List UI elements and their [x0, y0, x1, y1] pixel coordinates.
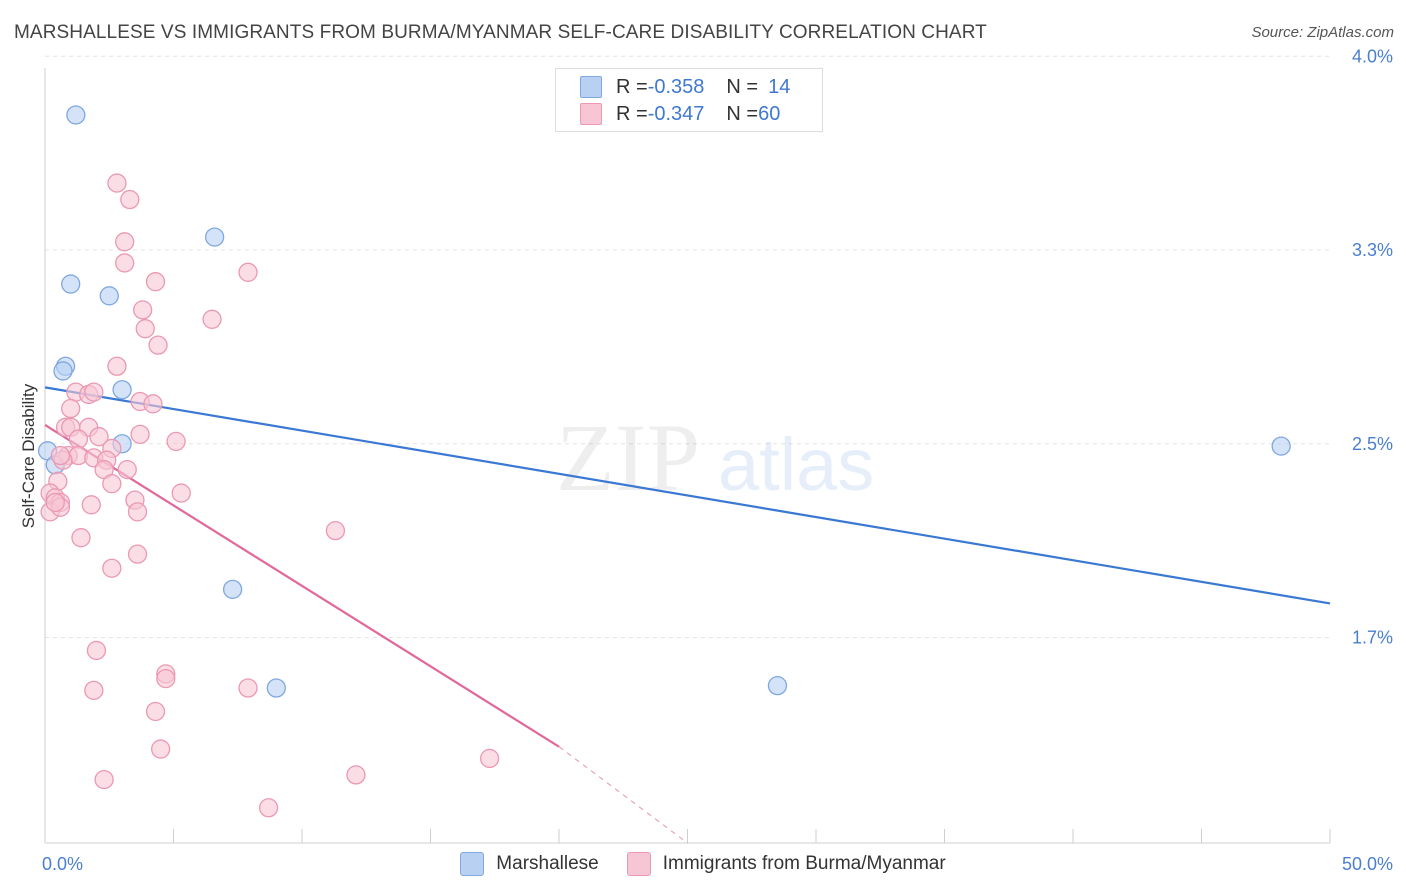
pink-trend-extension	[558, 746, 688, 844]
pink-point	[325, 521, 346, 541]
stats-legend: R = -0.358 N = 14 R = -0.347 N = 60	[555, 68, 823, 132]
pink-point	[346, 765, 366, 785]
pink-point	[81, 495, 101, 515]
legend-n-value: 14	[768, 75, 791, 98]
pink-point	[130, 424, 150, 445]
data-points	[37, 105, 1291, 818]
pink-point	[86, 640, 107, 661]
pink-point	[145, 701, 166, 722]
source-label: Source: ZipAtlas.com	[1251, 24, 1394, 41]
pink-point	[202, 309, 222, 329]
series-swatch-pink	[626, 852, 651, 876]
watermark: ZIP atlas	[556, 404, 874, 511]
pink-point	[127, 544, 148, 564]
blue-point	[61, 274, 81, 294]
pink-point	[61, 398, 81, 419]
pink-point	[115, 253, 135, 273]
blue-point	[222, 579, 243, 600]
series-swatch-blue	[460, 852, 485, 876]
pink-point	[166, 431, 186, 452]
pink-point	[102, 558, 122, 578]
pink-point	[107, 173, 127, 193]
pink-point	[150, 739, 171, 759]
y-tick-label: 4.0%	[1352, 46, 1393, 66]
series-label: Immigrants from Burma/Myanmar	[662, 853, 946, 874]
x-tick-label: 50.0%	[1342, 854, 1393, 874]
pink-point	[102, 474, 122, 494]
pink-point	[107, 356, 127, 376]
grid-lines	[45, 55, 1330, 639]
x-tick-label: 0.0%	[42, 854, 83, 874]
y-axis-title: Self-Care Disability	[19, 383, 38, 528]
pink-point	[115, 232, 135, 252]
y-tick-label: 1.7%	[1352, 628, 1393, 648]
blue-point	[66, 105, 86, 125]
blue-point	[99, 286, 119, 306]
blue-point	[767, 676, 788, 696]
blue-trend-line	[44, 386, 1331, 605]
pink-point	[258, 798, 279, 818]
legend-r-label: R =	[616, 102, 648, 125]
pink-point	[479, 748, 500, 769]
series-label: Marshallese	[496, 853, 599, 874]
series-legend-burma[interactable]: Immigrants from Burma/Myanmar	[626, 852, 946, 876]
pink-point	[84, 382, 104, 402]
pink-point	[148, 335, 168, 355]
legend-r-label: R =	[616, 75, 648, 98]
legend-swatch-pink	[580, 103, 602, 125]
pink-point	[94, 769, 114, 790]
blue-point	[204, 227, 225, 247]
pink-point	[156, 668, 176, 689]
blue-point	[1271, 436, 1291, 456]
legend-n-label: N =	[726, 75, 759, 98]
pink-point	[45, 492, 65, 513]
legend-n-value: 60	[758, 102, 781, 125]
pink-point	[238, 678, 258, 698]
pink-point	[68, 429, 89, 449]
pink-point	[238, 262, 258, 282]
pink-point	[133, 300, 153, 320]
pink-point	[143, 394, 163, 414]
legend-row-burma: R = -0.347 N = 60	[580, 102, 780, 126]
series-legend: Marshallese Immigrants from Burma/Myanma…	[0, 852, 1406, 876]
blue-point	[53, 361, 73, 381]
pink-point	[145, 272, 166, 292]
legend-n-label: N =	[726, 102, 759, 125]
blue-point	[112, 380, 132, 400]
pink-point	[135, 319, 155, 339]
legend-row-marshallese: R = -0.358 N = 14	[580, 75, 790, 99]
chart-title: MARSHALLESE VS IMMIGRANTS FROM BURMA/MYA…	[14, 22, 987, 43]
pink-point	[50, 445, 71, 466]
legend-r-value: -0.347	[647, 102, 705, 125]
pink-point	[89, 427, 109, 447]
legend-r-value: -0.358	[647, 75, 705, 98]
pink-point	[127, 502, 148, 522]
pink-point	[117, 459, 137, 480]
pink-point	[171, 483, 191, 503]
pink-point	[71, 528, 91, 548]
blue-point	[266, 678, 286, 698]
y-tick-label: 3.3%	[1352, 240, 1393, 260]
series-legend-marshallese[interactable]: Marshallese	[460, 852, 599, 876]
pink-point	[84, 680, 104, 700]
legend-swatch-blue	[580, 76, 602, 98]
tick-labels: 1.7% 2.5% 3.3% 4.0% 0.0% 50.0%	[42, 46, 1393, 874]
y-tick-label: 2.5%	[1352, 434, 1393, 454]
pink-point	[120, 189, 140, 210]
watermark-atlas: atlas	[718, 423, 874, 506]
